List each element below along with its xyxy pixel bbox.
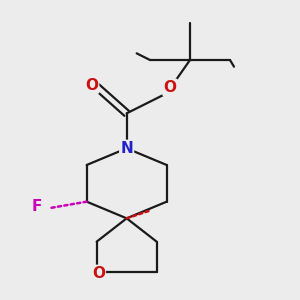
Text: F: F: [32, 199, 42, 214]
Text: O: O: [92, 266, 105, 281]
Text: N: N: [120, 141, 133, 156]
Text: O: O: [85, 77, 98, 92]
Text: O: O: [164, 80, 176, 95]
